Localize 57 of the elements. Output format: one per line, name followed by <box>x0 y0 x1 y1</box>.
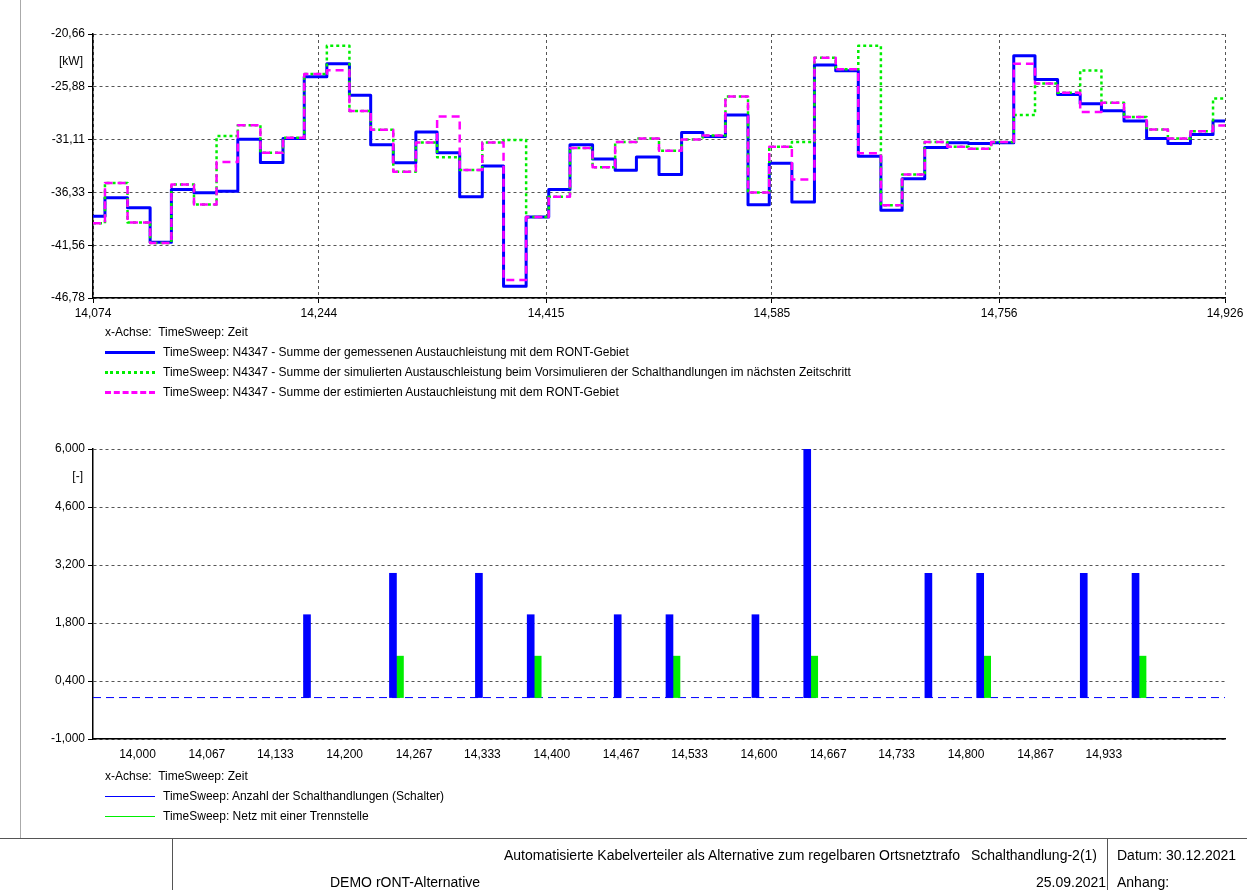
text: DEMO rONT-Alternative <box>330 874 481 890</box>
x-tick-label: 14,415 <box>527 305 565 320</box>
y-tick-label: 6,000 <box>54 441 86 456</box>
text: 25.09.2021 <box>1036 874 1107 890</box>
bar <box>1131 572 1140 698</box>
y-tick-label: -25,88 <box>50 79 86 94</box>
x-tick-label: 14,800 <box>947 746 985 761</box>
y-tick-label: -31,11 <box>51 131 86 146</box>
x-tick-label: 14,244 <box>300 305 338 320</box>
legend-label: TimeSweep: Netz mit einer Trennstelle <box>163 808 369 825</box>
x-axis-title: x-Achse: TimeSweep: Zeit <box>105 324 249 341</box>
x-tick-label: 14,267 <box>395 746 433 761</box>
bar <box>810 655 819 698</box>
x-tick-label: 14,400 <box>533 746 571 761</box>
y-tick-label: -1,000 <box>50 731 86 746</box>
x-tick-label: 14,756 <box>980 305 1018 320</box>
y-axis-title: [kW] <box>59 54 83 69</box>
x-tick-label: 14,067 <box>188 746 226 761</box>
y-tick-label: 3,200 <box>54 557 86 572</box>
bar <box>1138 655 1147 698</box>
text: Automatisierte Kabelverteiler als Alternative zum regelbaren Ortsnetztrafo <box>504 847 960 863</box>
x-tick-label: 14,074 <box>74 305 112 320</box>
x-tick-label: 14,585 <box>753 305 791 320</box>
y-tick-label: -36,33 <box>50 184 86 199</box>
text: Datum: 30.12.2021 <box>1117 847 1237 863</box>
bar <box>983 655 992 698</box>
x-tick-label: 14,667 <box>809 746 848 761</box>
y-tick-label: 1,800 <box>54 615 86 630</box>
x-tick-label: 14,333 <box>464 746 502 761</box>
legend-label: TimeSweep: N4347 - Summe der estimierten Austauchleistung mit dem RONT-Gebiet <box>163 384 619 401</box>
x-tick-label: 14,867 <box>1017 746 1055 761</box>
x-tick-label: 14,467 <box>602 746 640 761</box>
x-tick-label: 14,933 <box>1085 746 1123 761</box>
x-tick-label: 14,733 <box>878 746 916 761</box>
x-tick-label: 14,000 <box>119 746 157 761</box>
text: Anhang: <box>1117 874 1170 890</box>
x-tick-label: 14,533 <box>671 746 709 761</box>
x-tick-label: 14,926 <box>1206 305 1244 320</box>
x-tick-label: 14,600 <box>740 746 778 761</box>
bar <box>976 572 985 698</box>
x-tick-label: 14,133 <box>256 746 294 761</box>
legend-label: TimeSweep: N4347 - Summe der simulierten Austauschleistung beim Vorsimulieren der Schalthandlungen im nächsten Zeitschritt <box>163 364 851 381</box>
y-tick-label: -20,66 <box>50 26 86 41</box>
y-axis-title: [-] <box>72 469 83 484</box>
bar <box>533 655 542 698</box>
legend-label: TimeSweep: N4347 - Summe der gemessenen Austauchleistung mit dem RONT-Gebiet <box>163 344 629 361</box>
y-tick-label: 0,400 <box>54 673 86 688</box>
y-tick-label: 4,600 <box>54 499 86 514</box>
y-tick-label: -41,56 <box>50 237 86 252</box>
y-tick-label: -46,78 <box>50 290 86 305</box>
x-axis-title: x-Achse: TimeSweep: Zeit <box>105 768 249 785</box>
bar <box>389 572 397 698</box>
bar <box>396 655 404 698</box>
x-tick-label: 14,200 <box>326 746 364 761</box>
legend-label: TimeSweep: Anzahl der Schalthandlungen (Schalter) <box>163 788 445 805</box>
bar <box>672 655 681 698</box>
text: Schalthandlung-2(1) <box>970 847 1097 863</box>
